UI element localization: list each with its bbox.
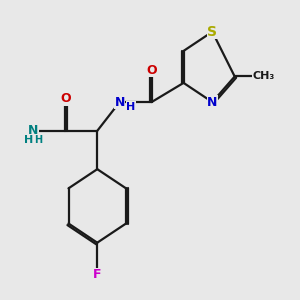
Text: N: N	[28, 124, 38, 137]
Text: H: H	[24, 135, 33, 146]
Text: CH₃: CH₃	[252, 71, 274, 82]
Text: O: O	[146, 64, 157, 76]
Text: F: F	[93, 268, 101, 281]
Text: N: N	[207, 96, 217, 109]
Text: H: H	[126, 102, 135, 112]
Text: S: S	[207, 25, 217, 39]
Text: N: N	[115, 96, 125, 109]
Text: O: O	[60, 92, 70, 105]
Text: H: H	[34, 135, 42, 146]
